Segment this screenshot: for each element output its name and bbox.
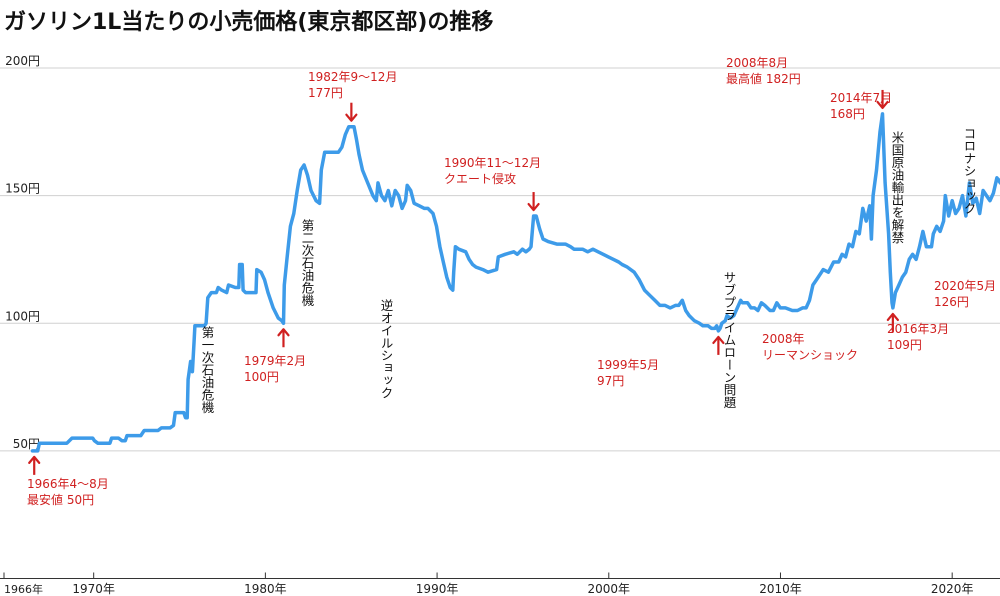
annotation-4: 1999年5月 97円 [597, 335, 725, 388]
annotation-text: 109円 [887, 338, 922, 352]
annotation-text: 2008年 [762, 332, 805, 346]
annotation-7: 2014年7月 168円 [830, 91, 892, 121]
annotation-text: クエート侵攻 [444, 171, 516, 186]
x-tick-label: 2020年 [931, 582, 974, 596]
annotation-text: 1999年5月 [597, 358, 659, 372]
annotation-text: 1990年11～12月 [444, 156, 541, 170]
annotation-text: 126円 [934, 295, 969, 309]
arrowhead-icon [712, 335, 725, 345]
annotation-text: 最安値 50円 [27, 492, 94, 507]
x-axis: 1966年 1970年 1980年 1990年 2000年 2010年 2020年 [0, 572, 1000, 596]
annotation-text: リーマンショック [762, 348, 858, 362]
annotation-1: 1979年2月 100円 [244, 328, 306, 384]
annotation-text: 最高値 182円 [726, 71, 801, 86]
annotation-text: 168円 [830, 107, 865, 121]
annotation-9: 2020年5月 126円 [934, 279, 996, 309]
annotation-text: 1979年2月 [244, 354, 306, 368]
y-tick-label: 50円 [13, 437, 40, 451]
annotation-2: 1982年9～12月 177円 [308, 70, 397, 122]
annotation-text: 177円 [308, 86, 343, 100]
arrowhead-icon [886, 312, 899, 322]
y-tick-label: 100円 [5, 309, 40, 323]
grid-lines [0, 67, 1000, 452]
x-tick-label: 1970年 [72, 582, 115, 596]
arrowhead-icon [527, 202, 540, 212]
chart-title: ガソリン1L当たりの小売価格(東京都区部)の推移 [4, 9, 493, 35]
event-label: 第二次石油危機 [300, 219, 315, 307]
annotation-text: 97円 [597, 374, 624, 388]
price-line [30, 112, 1000, 453]
y-tick-label: 200円 [5, 54, 40, 68]
arrowhead-icon [277, 328, 290, 337]
arrowhead-icon [345, 113, 358, 122]
annotation-text: 100円 [244, 370, 279, 384]
event-label: 第一次石油危機 [200, 326, 215, 414]
x-tick-label: 1966年 [4, 582, 43, 596]
annotation-text: 2016年3月 [887, 322, 949, 336]
annotation-text: 1982年9～12月 [308, 70, 397, 84]
price-series [30, 112, 1000, 453]
x-tick-label: 1980年 [244, 582, 287, 596]
annotation-text: 1966年4～8月 [27, 477, 109, 491]
event-label: 逆オイルショック [379, 298, 394, 399]
x-tick-label: 2010年 [759, 582, 802, 596]
x-tick-label: 1990年 [416, 582, 459, 596]
y-axis: 50円 100円 150円 200円 [5, 54, 40, 451]
annotation-8: 2016年3月 109円 [887, 322, 949, 352]
arrowhead-icon [28, 455, 41, 464]
annotation-text: 2014年7月 [830, 91, 892, 105]
annotation-text: 2020年5月 [934, 279, 996, 293]
x-tick-label: 2000年 [588, 582, 631, 596]
event-label: 米国原油輸出を解禁 [890, 131, 905, 244]
event-label: サブプライムローン問題 [722, 271, 737, 409]
event-label: コロナショック [962, 127, 977, 215]
annotation-text: 2008年8月 [726, 56, 788, 70]
y-tick-label: 150円 [5, 182, 40, 196]
arrowhead-icon [876, 100, 889, 110]
